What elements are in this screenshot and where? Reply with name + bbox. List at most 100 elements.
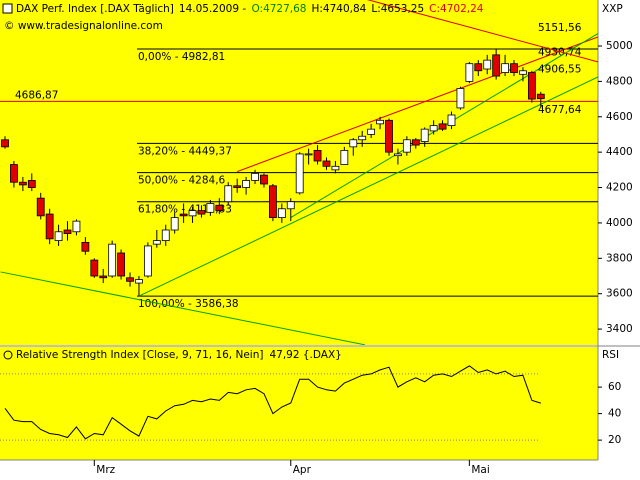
candle-body xyxy=(286,201,295,210)
candle-body xyxy=(492,54,501,77)
y-tick-label: 3800 xyxy=(606,252,633,264)
candle-body xyxy=(527,72,536,100)
candle-body xyxy=(331,165,340,171)
copyright: © www.tradesignalonline.com xyxy=(4,20,163,32)
rsi-title: Relative Strength Index [Close, 9, 71, 1… xyxy=(16,349,263,361)
header-icon xyxy=(2,3,13,14)
trendline-label: 4930,74 xyxy=(538,46,582,58)
rsi-axis-label: RSI xyxy=(602,349,619,361)
candle-body xyxy=(268,185,277,219)
rsi-tick-label: 40 xyxy=(608,408,621,420)
candle-body xyxy=(251,172,259,181)
candle-body xyxy=(90,259,99,277)
candle-body xyxy=(10,164,18,183)
candle-body xyxy=(519,70,527,75)
candle-body xyxy=(81,241,90,252)
y-tick-label: 3400 xyxy=(606,323,633,335)
candle-body xyxy=(483,59,492,70)
candle-body xyxy=(260,174,268,185)
rsi-line xyxy=(4,365,541,440)
header-part: H:4740,84 xyxy=(312,3,367,15)
candle-body xyxy=(429,125,438,132)
x-tick-label: Mai xyxy=(471,464,489,476)
trendline-label: 4906,55 xyxy=(538,64,581,76)
candle-body xyxy=(277,208,286,219)
candle-body xyxy=(510,63,518,73)
candle-body xyxy=(233,185,242,188)
candle-body xyxy=(447,114,456,127)
header-part: C:4702,24 xyxy=(429,3,484,15)
candle-body xyxy=(456,88,465,109)
axes: 3400 3600 3800 4000 4200 4400 4600 4800 5000 20 40… xyxy=(93,40,633,476)
fib-label: 50,00% - 4284,6 xyxy=(138,175,226,187)
header-part: L:4653,25 xyxy=(371,3,424,15)
y-tick-label: 4200 xyxy=(606,182,633,194)
candle-body xyxy=(224,185,233,203)
candle-body xyxy=(340,149,349,165)
candle-body xyxy=(126,277,134,282)
candle-body xyxy=(135,279,143,284)
candle-body xyxy=(36,197,45,217)
candle-body xyxy=(54,231,63,242)
x-tick-label: Mrz xyxy=(96,464,115,476)
candle-body xyxy=(411,139,420,146)
candle-body xyxy=(295,153,304,194)
fib-label: 38,20% - 4449,37 xyxy=(138,145,232,157)
trendline xyxy=(366,0,598,63)
rsi-value: 47,92 {.DAX} xyxy=(269,349,341,361)
rsi-plot xyxy=(0,365,541,441)
candle-body xyxy=(358,135,367,141)
candle-body xyxy=(420,128,429,142)
candle-body xyxy=(394,153,402,157)
y-tick-label: 4000 xyxy=(606,217,633,229)
header-part: DAX Perf. Index [.DAX Täglich] xyxy=(16,3,174,15)
candle-body xyxy=(99,275,108,279)
candle-body xyxy=(206,203,215,213)
y-tick-label: 4400 xyxy=(606,146,633,158)
y-axis-label: XXP xyxy=(602,3,623,15)
candle-body xyxy=(170,217,179,231)
trendline-label: 4677,64 xyxy=(538,104,582,116)
y-tick-label: 4600 xyxy=(606,111,633,123)
candle-body xyxy=(474,63,483,72)
candle-body xyxy=(402,139,411,153)
candle-body xyxy=(349,139,358,148)
trendline xyxy=(0,271,365,345)
trendline-label: 5151,56 xyxy=(538,22,582,34)
trendline xyxy=(138,76,598,297)
rsi-header: Relative Strength Index [Close, 9, 71, 1… xyxy=(16,349,342,361)
price-line-label: 4686,87 xyxy=(15,89,58,101)
candle-body xyxy=(304,153,313,156)
candle-body xyxy=(63,229,72,234)
y-tick-label: 3600 xyxy=(606,288,633,300)
candle-body xyxy=(313,149,322,162)
fib-label: 100,00% - 3586,38 xyxy=(138,298,239,310)
candle-body xyxy=(27,180,36,188)
header-part: 14.05.2009 - xyxy=(179,3,247,15)
candle-body xyxy=(152,240,161,245)
candle-body xyxy=(179,213,188,217)
candle-body xyxy=(1,139,9,148)
candle-body xyxy=(242,180,251,188)
rsi-panel xyxy=(0,347,598,460)
candle-body xyxy=(438,123,447,130)
candle-body xyxy=(45,213,54,240)
candle-body xyxy=(18,181,27,186)
candle-body xyxy=(108,243,117,277)
fib-label: 0,00% - 4982,81 xyxy=(138,51,225,63)
y-tick-label: 4800 xyxy=(606,75,633,87)
x-tick-label: Apr xyxy=(293,464,312,476)
candle-body xyxy=(465,63,474,82)
candle-body xyxy=(376,119,384,125)
candle-body xyxy=(143,245,152,277)
candle-body xyxy=(72,220,81,233)
rsi-tick-label: 60 xyxy=(608,381,621,393)
price-plot: 0,00% - 4982,81 38,20% - 4449,37 50,00% - … xyxy=(0,0,598,345)
candle-body xyxy=(322,160,331,167)
header-part: O:4727,68 xyxy=(251,3,306,15)
candle-body xyxy=(501,63,509,73)
candle-body xyxy=(536,93,545,100)
candle-body xyxy=(197,210,206,215)
candle-body xyxy=(385,119,393,153)
